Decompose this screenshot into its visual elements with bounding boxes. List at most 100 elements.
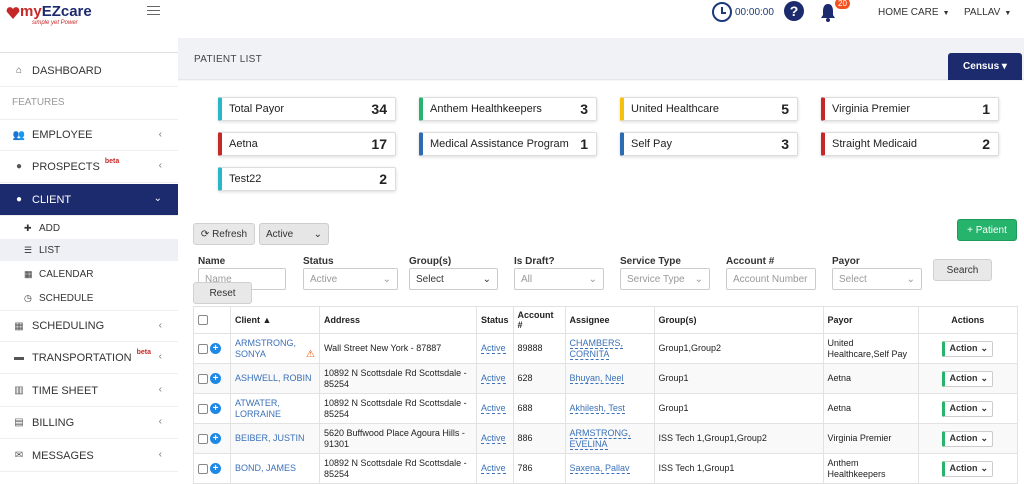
payor-card[interactable]: Total Payor 34 xyxy=(218,97,396,121)
status-link[interactable]: Active xyxy=(481,463,506,474)
row-checkbox[interactable] xyxy=(198,403,208,414)
expand-plus-icon[interactable]: + xyxy=(210,463,221,475)
timer[interactable]: 00:00:00 xyxy=(712,2,774,22)
account-cell: 786 xyxy=(512,453,566,484)
sidebar-item-scheduling[interactable]: ▦ SCHEDULING ‹ xyxy=(0,310,178,342)
client-name-link[interactable]: ARMSTRONG, SONYA xyxy=(235,337,297,359)
payor-card-count: 5 xyxy=(781,101,789,117)
status-link[interactable]: Active xyxy=(481,433,506,444)
payor-card[interactable]: Medical Assistance Program 1 xyxy=(419,132,597,156)
sidebar-item-billing[interactable]: ▤ BILLING ‹ xyxy=(0,407,178,439)
active-filter-select[interactable]: Active ⌄ xyxy=(259,223,329,245)
caret-down-icon: ▼ xyxy=(1004,10,1012,17)
status-link[interactable]: Active xyxy=(481,373,506,384)
expand-plus-icon[interactable]: + xyxy=(210,343,221,355)
bell-icon[interactable] xyxy=(818,2,838,22)
payor-cell: Anthem Healthkeepers xyxy=(822,453,919,484)
client-name-link[interactable]: BOND, JAMES xyxy=(235,463,297,473)
row-select-cell: + xyxy=(193,393,231,424)
sidebar-sub-list[interactable]: ☰ LIST xyxy=(0,239,178,261)
refresh-button[interactable]: ⟳ Refresh xyxy=(193,223,255,245)
status-link[interactable]: Active xyxy=(481,403,506,414)
action-dropdown-button[interactable]: Action ⌄ xyxy=(942,400,994,417)
action-dropdown-button[interactable]: Action ⌄ xyxy=(942,340,994,357)
sidebar-item-dashboard[interactable]: ⌂ DASHBOARD xyxy=(0,55,178,87)
payor-card-name: Anthem Healthkeepers xyxy=(430,103,542,115)
action-dropdown-button[interactable]: Action ⌄ xyxy=(942,430,994,447)
groups-cell: Group1 xyxy=(653,393,824,424)
row-checkbox[interactable] xyxy=(198,433,208,444)
sidebar-section-features: FEATURES xyxy=(12,97,65,108)
hamburger-menu-icon[interactable] xyxy=(147,6,160,16)
list-icon: ☰ xyxy=(24,244,33,255)
assignee-link[interactable]: Akhilesh, Test xyxy=(569,403,625,414)
file-icon: ▤ xyxy=(14,417,24,428)
actions-cell: Action ⌄ xyxy=(917,423,1019,454)
envelope-icon: ✉ xyxy=(14,450,24,461)
sidebar-item-client[interactable]: ● CLIENT ⌄ xyxy=(0,184,178,216)
sidebar-item-messages[interactable]: ✉ MESSAGES ‹ xyxy=(0,440,178,472)
row-checkbox[interactable] xyxy=(198,463,208,474)
sidebar-sub-schedule[interactable]: ◷ SCHEDULE xyxy=(24,292,94,304)
chevron-down-icon: ⌄ xyxy=(313,228,322,240)
sidebar-item-transportation[interactable]: ▬ TRANSPORTATION beta ‹ xyxy=(0,342,178,374)
row-checkbox[interactable] xyxy=(198,343,208,354)
client-cell: ATWATER, LORRAINE xyxy=(230,393,320,424)
patient-table: Client ▲ Address Status Account # Assign… xyxy=(193,306,1019,484)
assignee-link[interactable]: ARMSTRONG, EVELINA xyxy=(569,427,631,450)
row-checkbox[interactable] xyxy=(198,373,208,384)
sidebar-item-timesheet[interactable]: ▥ TIME SHEET ‹ xyxy=(0,375,178,407)
payor-card-name: Self Pay xyxy=(631,138,672,150)
expand-plus-icon[interactable]: + xyxy=(210,433,221,445)
table-row: + BOND, JAMES 10892 N Scottsdale Rd Scotts… xyxy=(193,453,1019,484)
payor-card-count: 3 xyxy=(781,136,789,152)
groups-select[interactable]: Select ⌄ xyxy=(409,268,498,290)
draft-select[interactable]: All ⌄ xyxy=(514,268,604,290)
service-type-select[interactable]: Service Type ⌄ xyxy=(620,268,710,290)
assignee-link[interactable]: CHAMBERS, CORNITA xyxy=(569,337,624,360)
expand-plus-icon[interactable]: + xyxy=(210,373,221,385)
select-all-checkbox[interactable] xyxy=(198,315,208,326)
sidebar-sub-calendar[interactable]: ▦ CALENDAR xyxy=(24,268,94,280)
help-icon[interactable]: ? xyxy=(784,1,804,21)
assignee-link[interactable]: Bhuyan, Neel xyxy=(569,373,624,384)
payor-card[interactable]: Straight Medicaid 2 xyxy=(821,132,999,156)
add-patient-button[interactable]: + Patient xyxy=(957,219,1017,241)
action-dropdown-button[interactable]: Action ⌄ xyxy=(942,370,994,387)
account-cell: 688 xyxy=(512,393,566,424)
status-link[interactable]: Active xyxy=(481,343,506,354)
column-header-client[interactable]: Client ▲ xyxy=(230,306,320,334)
census-button[interactable]: Census ▾ xyxy=(948,53,1022,80)
payor-card[interactable]: Virginia Premier 1 xyxy=(821,97,999,121)
assignee-link[interactable]: Saxena, Pallav xyxy=(569,463,630,474)
payor-card[interactable]: Aetna 17 xyxy=(218,132,396,156)
reset-button[interactable]: Reset xyxy=(193,282,252,304)
app-logo[interactable]: myEZcare simple yet Power xyxy=(6,3,106,27)
payor-card[interactable]: Self Pay 3 xyxy=(620,132,798,156)
row-select-cell: + xyxy=(193,333,231,364)
client-name-link[interactable]: ASHWELL, ROBIN xyxy=(235,373,312,383)
account-number-input[interactable]: Account Number xyxy=(726,268,816,290)
brand-name: myEZcare xyxy=(20,3,92,20)
expand-plus-icon[interactable]: + xyxy=(210,403,221,415)
calendar-icon: ▦ xyxy=(14,320,24,332)
sidebar-sub-add[interactable]: ✚ ADD xyxy=(24,222,61,234)
sidebar-divider xyxy=(0,52,178,53)
search-button[interactable]: Search xyxy=(933,259,992,281)
action-dropdown-button[interactable]: Action ⌄ xyxy=(942,460,994,477)
table-row: + ATWATER, LORRAINE 10892 N Scottsdale Rd … xyxy=(193,393,1019,424)
payor-card[interactable]: Anthem Healthkeepers 3 xyxy=(419,97,597,121)
payor-select[interactable]: Select ⌄ xyxy=(832,268,922,290)
account-cell: 886 xyxy=(512,423,566,454)
payor-card[interactable]: Test22 2 xyxy=(218,167,396,191)
sidebar-item-prospects[interactable]: ● PROSPECTS beta ‹ xyxy=(0,151,178,183)
row-select-cell: + xyxy=(193,453,231,484)
status-select[interactable]: Active ⌄ xyxy=(303,268,398,290)
client-name-link[interactable]: BEIBER, JUSTIN xyxy=(235,433,305,443)
user-menu[interactable]: PALLAV ▼ xyxy=(964,7,1012,18)
client-name-link[interactable]: ATWATER, LORRAINE xyxy=(235,397,282,419)
payor-card[interactable]: United Healthcare 5 xyxy=(620,97,798,121)
sidebar-item-employee[interactable]: 👥 EMPLOYEE ‹ xyxy=(0,119,178,151)
chevron-left-icon: ‹ xyxy=(158,416,162,427)
home-care-menu[interactable]: HOME CARE ▼ xyxy=(878,7,950,18)
